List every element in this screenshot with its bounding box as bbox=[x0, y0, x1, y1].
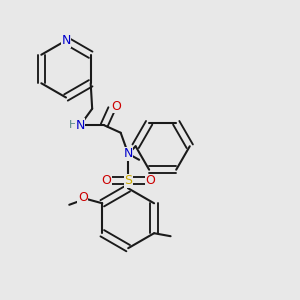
Text: O: O bbox=[145, 174, 155, 187]
Text: N: N bbox=[76, 119, 85, 132]
Text: O: O bbox=[111, 100, 121, 113]
Text: O: O bbox=[78, 191, 88, 204]
Text: O: O bbox=[101, 174, 111, 187]
Text: H: H bbox=[68, 120, 77, 130]
Text: N: N bbox=[124, 147, 133, 160]
Text: N: N bbox=[61, 34, 71, 47]
Text: S: S bbox=[124, 174, 132, 187]
